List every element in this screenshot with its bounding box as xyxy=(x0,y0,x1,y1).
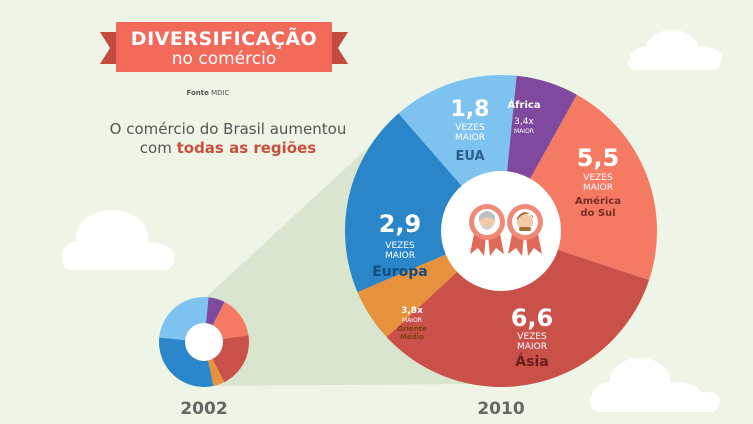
intro-line-2-prefix: com xyxy=(140,139,172,157)
year-label-2010: 2010 xyxy=(477,399,524,419)
label-oriente-times: MAIOR xyxy=(402,317,422,324)
label-eua-name: EUA xyxy=(455,149,484,164)
label-africa-growth: 3,4x xyxy=(514,117,534,127)
source-value: MDIC xyxy=(211,89,229,97)
title-text: DIVERSIFICAÇÃO xyxy=(131,26,317,50)
cloud-bottom-right xyxy=(590,358,720,412)
label-europa-value: 2,9 xyxy=(379,210,422,238)
label-africa-value: África xyxy=(507,98,540,111)
medal-icon xyxy=(469,204,505,256)
subtitle-text: no comércio xyxy=(172,49,276,69)
cloud-top-right xyxy=(628,30,722,70)
pie-2002 xyxy=(159,297,250,387)
source-label: Fonte xyxy=(186,89,209,97)
label-europa-name: Europa xyxy=(372,264,428,280)
intro-line-2-bold: todas as regiões xyxy=(177,139,317,157)
slice-asia xyxy=(386,231,650,387)
label-europa-times: VEZES MAIOR xyxy=(385,241,415,261)
intro-line-1: O comércio do Brasil aumentou xyxy=(110,120,347,138)
label-oriente-name: Oriente Médio xyxy=(397,325,427,341)
pie-2010 xyxy=(344,75,657,387)
label-eua-value: 1,8 xyxy=(451,97,490,122)
title-ribbon xyxy=(100,22,348,72)
label-africa-times: MAIOR xyxy=(514,128,534,135)
intro-line-2: com todas as regiões xyxy=(140,139,317,157)
medal-icon xyxy=(507,204,543,256)
label-america-value: 5,5 xyxy=(577,144,620,172)
label-america-name: América do Sul xyxy=(575,195,621,219)
cloud-left xyxy=(62,210,174,270)
label-america-times: VEZES MAIOR xyxy=(583,173,613,193)
year-label-2002: 2002 xyxy=(180,399,227,419)
label-asia-times: VEZES MAIOR xyxy=(517,332,547,352)
label-eua-times: VEZES MAIOR xyxy=(455,123,485,143)
source-note: Fonte MDIC xyxy=(186,89,229,97)
label-oriente-value: 3,8x xyxy=(401,306,423,316)
donut-hole xyxy=(185,323,223,361)
label-asia-name: Ásia xyxy=(515,353,548,370)
label-asia-value: 6,6 xyxy=(511,304,554,332)
